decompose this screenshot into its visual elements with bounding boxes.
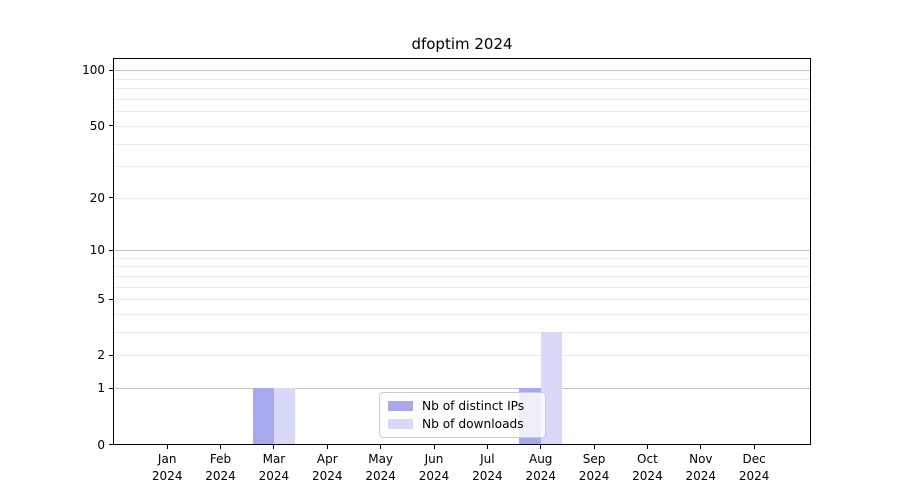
gridline-minor-60 <box>114 111 810 113</box>
legend-label-downloads: Nb of downloads <box>422 416 524 431</box>
y-tick-label-100: 100 <box>82 63 105 78</box>
x-tick-mark-may <box>380 445 382 449</box>
x-tick-label-dec: Dec 2024 <box>738 451 770 483</box>
x-tick-mark-oct <box>646 445 648 449</box>
bar-downloads-aug <box>540 332 563 444</box>
legend-row-distinct-ips: Nb of distinct IPs <box>388 398 537 413</box>
legend-row-downloads: Nb of downloads <box>388 416 537 431</box>
gridline-minor-30 <box>114 166 810 168</box>
x-tick-label-may: May 2024 <box>365 451 396 483</box>
gridline-minor-8 <box>114 266 810 268</box>
y-tick-label-10: 10 <box>89 243 105 258</box>
gridline-major-1 <box>114 388 810 390</box>
gridline-minor-80 <box>114 88 810 90</box>
x-tick-mark-feb <box>220 445 222 449</box>
gridline-minor-5 <box>114 299 810 301</box>
gridline-minor-70 <box>114 99 810 101</box>
x-tick-label-jun: Jun 2024 <box>418 451 450 483</box>
y-tick-mark-100 <box>109 69 113 71</box>
gridline-minor-7 <box>114 275 810 277</box>
x-tick-mark-jan <box>166 445 168 449</box>
x-tick-mark-jul <box>486 445 488 449</box>
x-tick-label-nov: Nov 2024 <box>685 451 717 483</box>
x-tick-mark-sep <box>593 445 595 449</box>
y-tick-label-2: 2 <box>97 348 105 363</box>
gridline-minor-40 <box>114 143 810 145</box>
legend: Nb of distinct IPs Nb of downloads <box>379 392 546 438</box>
x-tick-mark-apr <box>326 445 328 449</box>
x-tick-label-aug: Aug 2024 <box>525 451 556 483</box>
x-tick-mark-dec <box>753 445 755 449</box>
x-tick-label-mar: Mar 2024 <box>258 451 290 483</box>
gridline-minor-3 <box>114 332 810 334</box>
plot-area <box>113 58 811 445</box>
y-tick-label-1: 1 <box>97 381 105 396</box>
gridline-minor-4 <box>114 314 810 316</box>
y-tick-mark-5 <box>109 298 113 300</box>
x-tick-label-feb: Feb 2024 <box>205 451 236 483</box>
y-tick-mark-0 <box>109 444 113 445</box>
bar-distinct-ips-mar <box>252 388 274 444</box>
x-tick-label-sep: Sep 2024 <box>578 451 610 483</box>
y-tick-label-5: 5 <box>97 292 105 307</box>
x-tick-label-apr: Apr 2024 <box>311 451 343 483</box>
downloads-swatch <box>388 418 413 429</box>
legend-label-distinct-ips: Nb of distinct IPs <box>422 398 525 413</box>
distinct-ips-swatch <box>388 400 413 411</box>
gridline-minor-90 <box>114 78 810 80</box>
bar-downloads-mar <box>273 388 296 444</box>
x-tick-mark-mar <box>273 445 275 449</box>
gridline-minor-9 <box>114 257 810 259</box>
y-tick-label-50: 50 <box>89 118 105 133</box>
x-tick-mark-aug <box>540 445 542 449</box>
gridline-minor-20 <box>114 197 810 199</box>
x-tick-label-jan: Jan 2024 <box>151 451 183 483</box>
x-tick-mark-nov <box>700 445 702 449</box>
y-tick-mark-50 <box>109 125 113 127</box>
y-tick-label-20: 20 <box>89 190 105 205</box>
gridline-minor-50 <box>114 125 810 127</box>
y-tick-mark-2 <box>109 354 113 356</box>
y-tick-mark-20 <box>109 197 113 199</box>
y-tick-mark-10 <box>109 249 113 251</box>
gridline-minor-2 <box>114 355 810 357</box>
x-tick-label-oct: Oct 2024 <box>632 451 663 483</box>
gridline-minor-6 <box>114 286 810 288</box>
gridline-major-100 <box>114 70 810 72</box>
x-tick-mark-jun <box>433 445 435 449</box>
gridline-major-10 <box>114 250 810 252</box>
x-tick-label-jul: Jul 2024 <box>472 451 503 483</box>
y-tick-mark-1 <box>109 387 113 389</box>
y-tick-label-0: 0 <box>97 437 105 452</box>
chart-title: dfoptim 2024 <box>411 35 513 53</box>
